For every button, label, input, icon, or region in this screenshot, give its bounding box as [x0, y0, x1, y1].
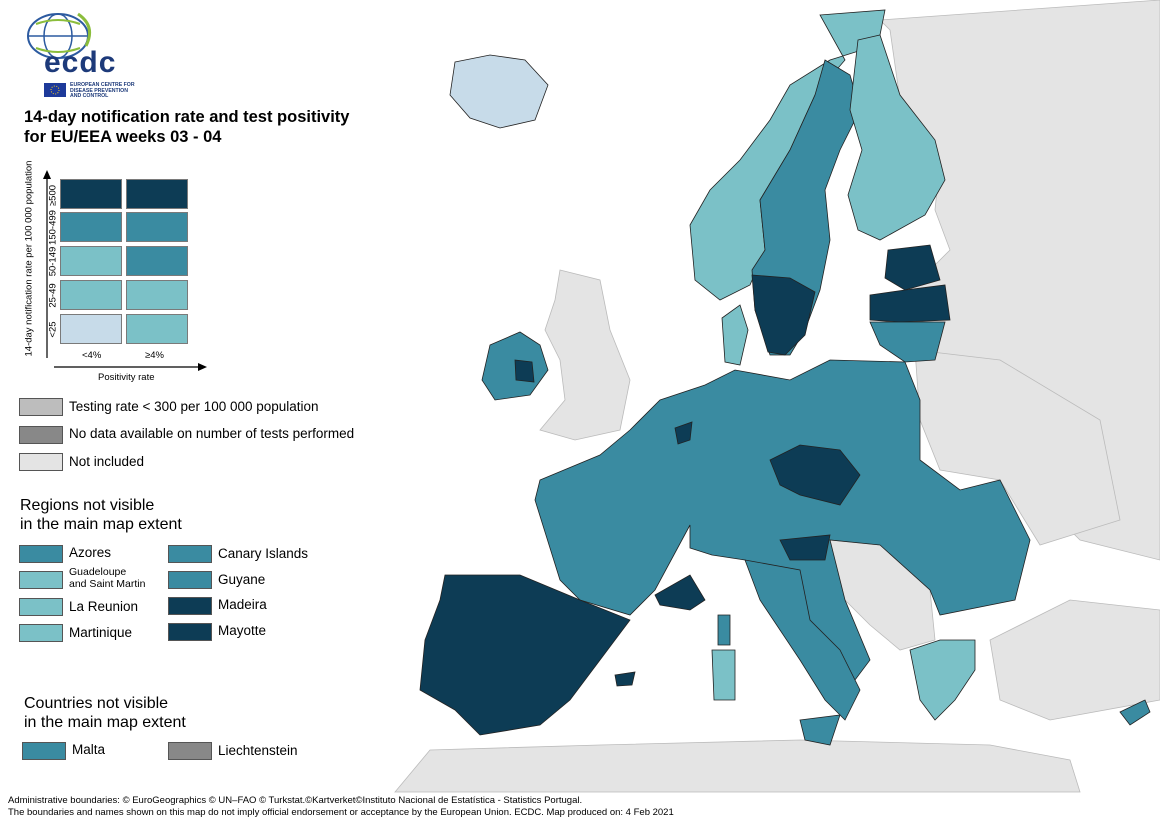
legend-swatch [19, 598, 63, 616]
map-title: 14-day notification rate and test positi… [24, 108, 350, 146]
region-label: Madeira [218, 597, 267, 612]
legend-x-axis-label: Positivity rate [98, 372, 155, 383]
map-region-sweden-south [751, 274, 816, 356]
legend-column-label: <4% [82, 350, 102, 361]
legend-cell [126, 280, 188, 310]
countries-header: Countries not visible in the main map ex… [24, 695, 186, 731]
map-footer: Administrative boundaries: © EuroGeograp… [8, 795, 674, 818]
legend-cell [60, 179, 122, 209]
country-label: Malta [72, 742, 106, 757]
legend-cell [126, 314, 188, 344]
legend-label: No data available on number of tests per… [69, 426, 355, 441]
region-label: Martinique [69, 625, 133, 640]
legend-cell [126, 179, 188, 209]
legend-swatch [19, 545, 63, 563]
legend-y-axis-label: 14-day notification rate per 100 000 pop… [23, 160, 35, 357]
map-region-belarus-ukraine [914, 349, 1121, 546]
map-region-ireland-east [514, 359, 535, 383]
legend-cell [126, 212, 188, 242]
map-region-sardinia [711, 649, 736, 701]
legend-swatch [19, 426, 63, 444]
map-region-continental-europe [534, 359, 1031, 701]
map-region-czechia [769, 444, 861, 506]
legend-swatch [19, 624, 63, 642]
legend-label: Testing rate < 300 per 100 000 populatio… [69, 399, 319, 414]
legend-swatch [22, 742, 66, 760]
map-region-balearics [614, 671, 636, 687]
legend-swatch [168, 623, 212, 641]
region-label: La Reunion [69, 599, 139, 614]
legend-swatch [19, 571, 63, 589]
map-region-corsica [717, 614, 731, 646]
regions-header: Regions not visible in the main map exte… [20, 497, 182, 533]
legend-column-label: ≥4% [145, 350, 164, 361]
legend-swatch [19, 453, 63, 471]
map-region-iberia [419, 574, 631, 736]
legend-cell [60, 314, 122, 344]
legend-swatch [19, 398, 63, 416]
x-axis-arrow-icon [54, 363, 207, 371]
legend-swatch [168, 571, 212, 589]
region-label: Mayotte [218, 623, 267, 638]
map-region-italy [744, 559, 861, 721]
legend-swatch [168, 742, 212, 760]
logo-wordmark: ecdc [44, 46, 117, 79]
eu-flag-icon [44, 83, 66, 97]
country-label: Liechtenstein [218, 743, 298, 758]
map-region-lithuania [869, 321, 946, 363]
map-region-belgium [674, 421, 693, 445]
map-region-cyprus [1119, 699, 1151, 726]
region-label: Guyane [218, 572, 266, 587]
map-region-finland [847, 34, 946, 241]
map-region-estonia [884, 244, 941, 291]
logo-subtitle: EUROPEAN CENTRE FOR DISEASE PREVENTION A… [70, 82, 135, 99]
map-region-turkey [989, 599, 1160, 721]
map-region-greece [909, 639, 976, 721]
legend-swatch [168, 597, 212, 615]
legend-swatch [168, 545, 212, 563]
legend-cell [60, 280, 122, 310]
map-region-latvia [869, 284, 951, 323]
map-region-france-se [654, 574, 706, 611]
legend-label: Not included [69, 454, 145, 469]
globe-icon [27, 12, 92, 59]
map-region-slovenia [779, 534, 831, 561]
map-region-iceland [449, 54, 549, 129]
legend-row-label: <25 [47, 321, 59, 338]
region-label: Canary Islands [218, 546, 309, 561]
map-region-denmark [721, 304, 749, 366]
map-region-uk [539, 269, 631, 441]
region-label: Azores [69, 545, 112, 560]
legend-cell [60, 212, 122, 242]
legend-cell [60, 246, 122, 276]
y-axis-arrow-icon [43, 170, 51, 358]
legend-cell [126, 246, 188, 276]
map-region-sicily [799, 714, 841, 746]
map-region-north-africa [394, 739, 1081, 793]
region-label: Guadeloupe and Saint Martin [69, 566, 146, 590]
